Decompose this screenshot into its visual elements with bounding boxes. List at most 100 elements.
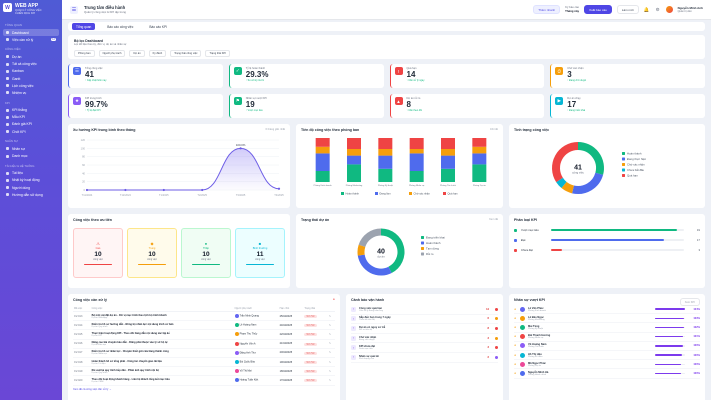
kpi-class-row[interactable]: Chưa đạt 3 [514, 248, 700, 252]
sidebar-item[interactable]: Người dùng [3, 184, 59, 191]
bar-segment[interactable] [315, 138, 330, 147]
kpi-card[interactable]: ★ KPI trung bình 99.7% ↑ Tỷ lệ đạt KPI [68, 94, 223, 118]
card-hint[interactable]: Chi tiết [489, 128, 498, 131]
alert-item[interactable]: ! KPI chưa đạt Dưới mục tiêu 3 [351, 343, 498, 353]
refresh-button[interactable]: Làm mới [616, 5, 639, 14]
gear-icon[interactable]: ⚙ [655, 6, 660, 12]
bar-segment[interactable] [347, 164, 361, 182]
filter-select[interactable]: Phòng ban [74, 50, 95, 57]
priority-tile[interactable]: ● Thấp 10 công việc [181, 228, 231, 278]
edit-icon[interactable]: ✎ [327, 348, 335, 358]
pie-slice[interactable] [358, 228, 382, 248]
filter-select[interactable]: Trạng thái KPI [205, 50, 230, 57]
filter-select[interactable]: Dự án [129, 50, 145, 57]
sidebar-item[interactable]: Kanban [3, 68, 59, 75]
sidebar-item[interactable]: Nhân sự [3, 145, 59, 152]
user-menu[interactable]: Nguyễn Minh Anh Quản trị viên [677, 6, 703, 13]
ranking-row[interactable]: ★ Lê Văn Phúc Phòng Kinh doanh 104% [514, 305, 700, 315]
bar-segment[interactable] [441, 168, 455, 182]
table-row[interactable]: CV-016 Nâng cao bài chuyên báo dẫn - Dũng… [73, 339, 335, 349]
pie-slice[interactable] [552, 142, 579, 183]
period-select[interactable]: Kỳ báo cáo Tháng này [565, 5, 580, 13]
tab-kpi-report[interactable]: Báo cáo KPI [149, 24, 168, 29]
table-row[interactable]: CV-013 Bộ mới cài đặt dự án - Chi vị mục … [73, 311, 335, 322]
kpi-card[interactable]: ⏱ Chờ xác nhận 3 ↑ Đang chờ duyệt [550, 64, 705, 88]
sidebar-item[interactable]: KPI thắng [3, 107, 59, 114]
filter-select[interactable]: Kỳ đánh [148, 50, 167, 57]
filter-select[interactable]: Người phụ trách [98, 50, 126, 57]
task-title[interactable]: Nâng cao bài chuyên báo dẫn - Dũng phải … [91, 341, 168, 345]
pie-slice[interactable] [357, 244, 366, 256]
bar-segment[interactable] [409, 153, 424, 171]
pie-slice[interactable] [357, 254, 392, 276]
kpi-card[interactable]: ▶ Dự án chạy 17 ↑ Đang triển khai [550, 94, 705, 118]
bar-segment[interactable] [472, 164, 487, 182]
edit-icon[interactable]: ✎ [327, 357, 335, 368]
edit-icon[interactable]: ✎ [327, 366, 335, 377]
table-row[interactable]: CV-014 Kiểm tra hồ sơ hưởng dẫn - Đồng bộ… [73, 320, 335, 331]
menu-toggle-button[interactable]: ☰ [70, 5, 78, 14]
pie-slice[interactable] [556, 177, 567, 189]
edit-icon[interactable]: ✎ [327, 329, 335, 340]
edit-icon[interactable]: ✎ [327, 320, 335, 331]
export-report-button[interactable]: Xuất báo cáo [584, 5, 612, 14]
card-hint[interactable]: 6 tháng gần nhất [265, 128, 285, 131]
data-point[interactable] [124, 188, 127, 192]
avatar[interactable] [665, 6, 673, 13]
kpi-card[interactable]: ⚑ Nhân sự vượt KPI 19 ↑ Vượt mục tiêu [228, 94, 384, 118]
bar-segment[interactable] [378, 149, 393, 156]
task-title[interactable]: Thực hiện hoạt động KPI - Theo dõi hàng … [91, 331, 170, 335]
bar-segment[interactable] [315, 146, 330, 154]
bar-segment[interactable] [347, 155, 361, 165]
kpi-card[interactable]: ! Quá hạn 14 ↑ Cần xử lý ngay [389, 64, 545, 88]
ranking-row[interactable]: ★ Vũ Hoàng Nam Phòng Tài chính 100% [514, 342, 700, 351]
bar-segment[interactable] [347, 138, 361, 149]
bar-segment[interactable] [472, 138, 487, 147]
sidebar-item[interactable]: Gantt [3, 75, 59, 82]
sidebar-item[interactable]: Nhiệm vụ [3, 89, 59, 96]
ranking-row[interactable]: ★ Mã Ngọc Phúc Phòng Dự án 100% [514, 360, 700, 370]
bar-segment[interactable] [472, 153, 487, 165]
ranking-row[interactable]: ★ Bùi Thanh Hương Phòng Nhân sự 101% [514, 333, 700, 342]
kpi-card[interactable]: ▲ Dự án rủi ro 8 ↑ Cần theo dõi [389, 94, 545, 118]
quick-add-button[interactable]: Thêm nhanh [533, 5, 561, 14]
ranking-row[interactable]: ★ Hồ Thị Hậu Phòng Kế toán 100% [514, 351, 700, 361]
kpi-class-row[interactable]: Vượt mục tiêu 19 [514, 228, 700, 232]
brand[interactable]: W WEB APP QUẢN LÝ CÔNG VIỆC CHIẾN DỊCH K… [3, 3, 59, 15]
sidebar-item[interactable]: Dashboard [3, 29, 59, 37]
pie-slice[interactable] [572, 172, 604, 194]
bar-segment[interactable] [409, 138, 424, 149]
bar-segment[interactable] [409, 171, 424, 182]
tab-overview[interactable]: Tổng quan [72, 23, 96, 30]
pie-slice[interactable] [577, 142, 604, 175]
priority-tile[interactable]: ■ Bình thường 11 công việc [235, 228, 285, 278]
kpi-class-row[interactable]: Đạt 17 [514, 238, 700, 242]
sidebar-item[interactable]: Danh mục [3, 152, 59, 159]
task-title[interactable]: Kiểm tra hồ sơ nhân lực - Chuyên thiết g… [91, 350, 169, 354]
sidebar-item[interactable]: Nhật ký hoạt động [3, 177, 59, 184]
pie-slice[interactable] [380, 228, 405, 273]
table-row[interactable]: CV-015 Thực hiện hoạt động KPI - Theo dõi… [73, 329, 335, 340]
priority-tile[interactable]: ◆ Trung 10 công việc [127, 228, 177, 278]
alert-item[interactable]: ! Sắp đến hạn trong 7 ngày Theo dõi tiến đ… [351, 315, 498, 325]
table-row[interactable]: CV-017 Kiểm tra hồ sơ nhân lực - Chuyên t… [73, 348, 335, 358]
bar-segment[interactable] [409, 149, 424, 154]
tab-task-report[interactable]: Báo cáo công việc [107, 24, 134, 29]
data-point[interactable] [201, 188, 204, 192]
bell-icon[interactable]: 🔔 [643, 6, 650, 12]
bar-segment[interactable] [378, 155, 393, 169]
data-point[interactable] [85, 188, 89, 192]
view-all-link[interactable]: Xem tất cả công việc cần xử lý → [73, 387, 112, 391]
sidebar-item[interactable]: Hướng dẫn sử dụng [3, 191, 59, 198]
bar-segment[interactable] [315, 153, 330, 171]
alert-item[interactable]: ! Nhân sự quá tải Khối lượng cao 2 [351, 353, 498, 363]
sidebar-item[interactable]: Mẫu KPI [3, 114, 59, 121]
bar-segment[interactable] [315, 171, 330, 182]
view-kpi-button[interactable]: Xem KPI [679, 298, 700, 306]
sidebar-item[interactable]: Tài liệu [3, 170, 59, 177]
alert-item[interactable]: ! Chờ xác nhận Đang chờ duyệt 3 [351, 334, 498, 344]
bar-segment[interactable] [441, 155, 455, 169]
sidebar-item[interactable]: Dự án [3, 53, 59, 60]
card-hint[interactable]: Xem tất [489, 218, 498, 221]
sidebar-item[interactable]: Chốt KPI [3, 128, 59, 135]
